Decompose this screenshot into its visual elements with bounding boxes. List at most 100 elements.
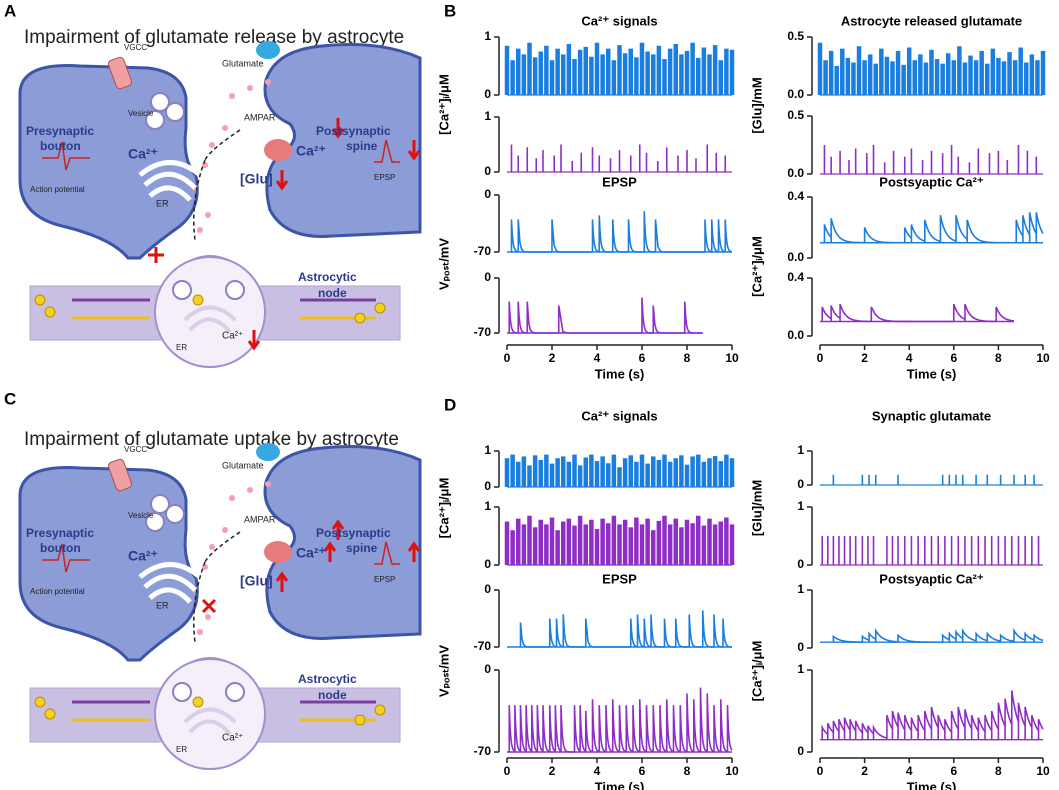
pulse	[618, 705, 627, 753]
x-tick-label: 0	[504, 764, 511, 778]
pulse	[1022, 215, 1031, 243]
x-tick-label: 4	[906, 764, 913, 778]
x-tick-label: 2	[861, 351, 868, 365]
y-tick-label: 0	[797, 744, 804, 758]
pulse	[641, 297, 654, 334]
y-tick-label: 1	[797, 582, 804, 596]
panel-label: C	[4, 389, 16, 408]
bouton: bouton	[40, 139, 81, 153]
pulse	[584, 710, 593, 753]
y-tick-label: 1	[484, 29, 491, 43]
y-tick-label: -70	[474, 744, 492, 758]
vgcc: VGCC	[124, 445, 147, 454]
receptor	[256, 41, 280, 59]
pulse	[886, 714, 894, 740]
y-tick-label: 0	[484, 479, 491, 493]
x-tick-label: 8	[684, 764, 691, 778]
x-tick-label: 4	[594, 351, 601, 365]
pulse	[665, 699, 674, 753]
pulse	[891, 710, 899, 740]
pulse	[941, 633, 950, 643]
pulse	[519, 705, 527, 752]
diagram-title: Impairment of glutamate release by astro…	[24, 27, 404, 48]
pulse	[917, 714, 926, 740]
y-tick-label: 0.0	[787, 87, 804, 101]
epsp-icon	[374, 139, 400, 163]
y-tick-label: 0.4	[787, 189, 804, 203]
pulse	[1017, 702, 1026, 740]
y-tick-label: 0	[484, 662, 491, 676]
pulse	[910, 717, 919, 740]
y-axis-label: Vₚₒₛₜ/mV	[436, 645, 451, 697]
release-path	[193, 129, 241, 241]
astrocytic-node	[154, 256, 266, 368]
pulse	[683, 301, 703, 334]
pulse	[1013, 627, 1026, 643]
pulse	[710, 219, 719, 253]
pulse	[645, 705, 654, 753]
red-arrow	[323, 541, 337, 562]
pulse	[555, 618, 564, 648]
x-tick-label: 10	[1036, 764, 1050, 778]
y-tick-label: 0	[484, 270, 491, 284]
y-axis-label: [Ca²⁺]ᵢ/μM	[749, 236, 764, 297]
er	[138, 562, 202, 604]
pulse	[977, 717, 986, 740]
pulse	[1028, 212, 1038, 243]
glutamate	[222, 527, 228, 533]
chart-title: Ca²⁺ signals	[581, 408, 657, 423]
y-axis-label: Vₚₒₛₜ/mV	[436, 238, 451, 290]
molecule	[44, 306, 56, 318]
glutamate	[247, 85, 253, 91]
pulse	[821, 724, 829, 740]
y-axis-label: [Ca²⁺]ᵢ/μM	[749, 641, 764, 702]
pulse	[955, 215, 968, 243]
pulse	[830, 305, 841, 322]
ampar	[264, 541, 292, 563]
pulse	[632, 705, 640, 753]
y-tick-label: -70	[474, 325, 492, 339]
astrocytic: Astrocytic	[298, 270, 357, 284]
pulse	[930, 706, 939, 740]
pulse	[591, 219, 600, 253]
y-tick-label: 0	[484, 582, 491, 596]
pulse	[525, 705, 533, 752]
pulse	[874, 627, 899, 643]
y-tick-label: 0	[484, 557, 491, 571]
pulse	[686, 693, 695, 753]
pulse	[650, 614, 665, 648]
pulse	[717, 219, 726, 253]
pulse	[861, 722, 869, 740]
pulse	[611, 699, 620, 753]
molecule	[354, 312, 366, 324]
action-potential: Action potential	[30, 185, 85, 194]
x-tick-label: 6	[950, 764, 957, 778]
pulse	[530, 705, 538, 752]
ca-pre: Ca²⁺	[128, 548, 158, 564]
er-pre: ER	[156, 198, 169, 208]
chart-title: Postsyaptic Ca²⁺	[879, 174, 984, 189]
y-tick-label: 0.4	[787, 270, 804, 284]
x-tick-label: 0	[817, 764, 824, 778]
pulse	[548, 618, 557, 648]
presynaptic: Presynaptic	[26, 526, 94, 540]
pulse	[562, 614, 586, 648]
pulse	[939, 215, 957, 243]
block-cross	[148, 247, 164, 263]
pulse	[984, 714, 993, 740]
y-tick-label: 1	[797, 662, 804, 676]
pulse	[948, 631, 957, 643]
pulse	[627, 219, 645, 253]
pulse	[704, 219, 712, 253]
pulse	[955, 629, 964, 643]
pulse	[995, 306, 1015, 322]
red-arrow	[331, 519, 345, 540]
y-tick-label: 1	[484, 109, 491, 123]
block-cross	[201, 598, 217, 614]
vgcc	[107, 458, 133, 492]
y-tick-label: -70	[474, 244, 492, 258]
pulse	[832, 720, 840, 740]
y-tick-label: 0	[484, 187, 491, 201]
x-axis-label: Time (s)	[907, 779, 957, 790]
pulse	[598, 215, 613, 253]
